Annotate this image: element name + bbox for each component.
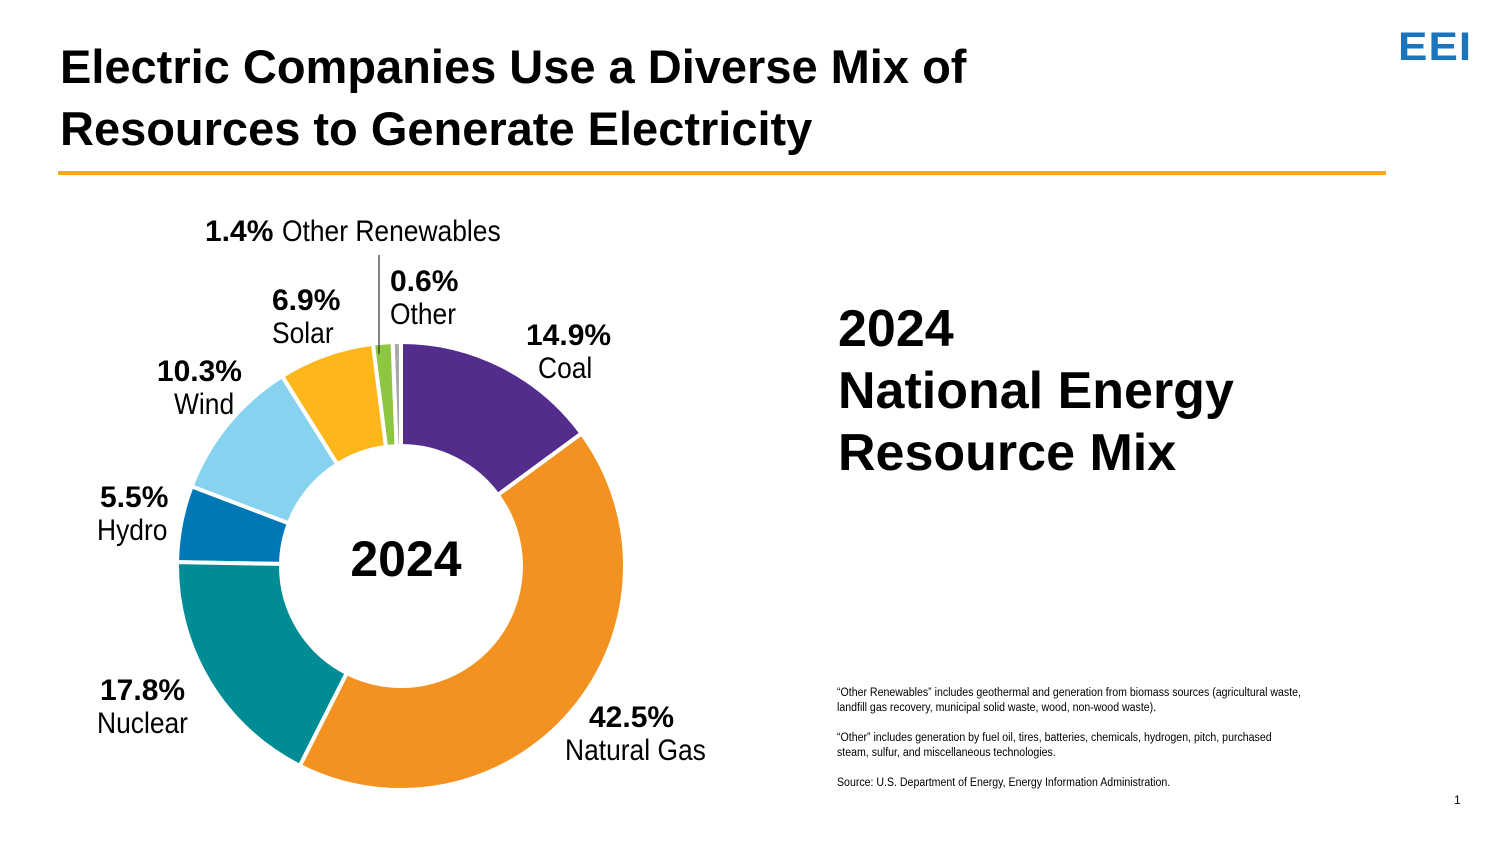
slice-wind [189,373,341,526]
label-other: 0.6% Other [390,265,459,331]
donut-center-label: 2024 [350,531,462,587]
label-natural-gas: 42.5% Natural Gas [565,701,706,767]
label-hydro: 5.5% Hydro [97,481,169,547]
slice-nuclear [175,560,350,769]
footnote-other: “Other” includes generation by fuel oil,… [837,732,1272,759]
page-number: 1 [1454,793,1461,807]
footnote-other-renewables: “Other Renewables” includes geothermal a… [837,687,1301,714]
side-year: 2024 [838,300,954,358]
side-line-3: Resource Mix [838,424,1177,482]
slice-natural-gas [297,430,627,792]
side-heading: 2024 National Energy Resource Mix [838,298,1234,484]
label-nuclear: 17.8% Nuclear [97,674,188,740]
title-line-2: Resources to Generate Electricity [60,102,813,155]
footnote-source: Source: U.S. Department of Energy, Energ… [837,777,1171,789]
slice-coal [399,339,585,498]
slice-hydro [174,483,292,566]
slice-solar [279,341,389,468]
title-divider [58,171,1386,175]
label-solar: 6.9% Solar [272,284,341,350]
footnotes: “Other Renewables” includes geothermal a… [837,686,1307,806]
side-line-2: National Energy [838,362,1234,420]
label-wind: 10.3% Wind [156,355,242,421]
slide-title: Electric Companies Use a Diverse Mix of R… [60,36,966,160]
label-other-renewables: 1.4% Other Renewables [205,215,501,248]
label-coal: 14.9% Coal [526,319,612,385]
title-line-1: Electric Companies Use a Diverse Mix of [60,40,967,93]
eei-logo: EEI [1398,25,1473,69]
